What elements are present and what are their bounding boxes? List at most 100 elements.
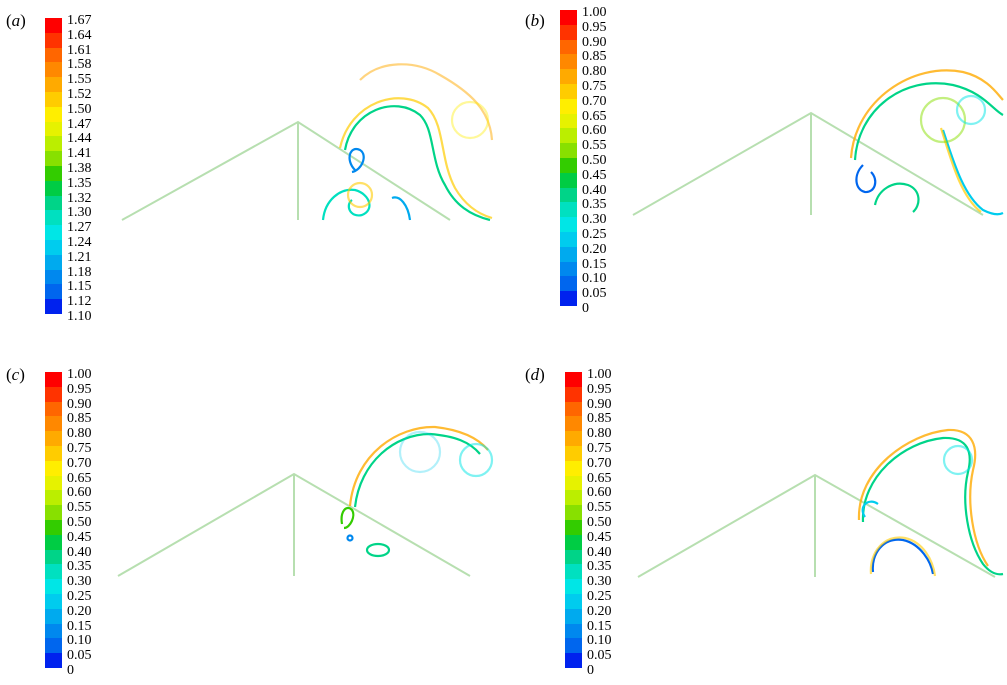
colorbar-tick-label: 0.85 bbox=[587, 411, 612, 427]
colorbar-segment bbox=[565, 623, 582, 639]
colorbar-segment bbox=[45, 210, 62, 226]
colorbar-tick-label: 1.50 bbox=[67, 101, 92, 117]
colorbar-tick-label: 0.65 bbox=[587, 470, 612, 486]
colorbar-tick-label: 1.61 bbox=[67, 42, 92, 58]
colorbar-segment bbox=[45, 62, 62, 78]
colorbar-tick-label: 1.55 bbox=[67, 72, 92, 88]
colorbar-tick-label: 0.95 bbox=[587, 381, 612, 397]
colorbar-tick-label: 0.65 bbox=[582, 108, 607, 124]
panel-label-c-letter: c bbox=[11, 365, 20, 384]
colorbar-tick-label: 0.05 bbox=[587, 648, 612, 664]
colorbar-tick-label: 0.40 bbox=[67, 544, 92, 560]
colorbar-segment bbox=[45, 284, 62, 300]
colorbar-segment bbox=[45, 431, 62, 447]
colorbar-segment bbox=[45, 490, 62, 506]
colorbar-segment bbox=[565, 579, 582, 595]
colorbar-tick-label: 1.58 bbox=[67, 57, 92, 73]
colorbar-segment bbox=[45, 92, 62, 108]
panel-b: (b) 1.00 0.95 0.90 0.85 0.80 0.75 0.70 0.65 0.60… bbox=[503, 0, 1006, 342]
colorbar-tick-label: 0.70 bbox=[582, 93, 607, 109]
colorbar-segment bbox=[565, 608, 582, 625]
colorbar-segment bbox=[45, 401, 62, 417]
colorbar-segment bbox=[565, 416, 582, 432]
colorbar-tick-label: 1.41 bbox=[67, 146, 92, 162]
colorbar-tick-label: 0.45 bbox=[67, 529, 92, 545]
colorbar-tick-label: 0.15 bbox=[587, 618, 612, 634]
colorbar-segment bbox=[45, 638, 62, 654]
colorbar-tick-label: 1.30 bbox=[67, 205, 92, 221]
colorbar-tick-label: 1.21 bbox=[67, 249, 92, 265]
colorbar-tick-label: 0.25 bbox=[582, 227, 607, 242]
colorbar-tick-label: 0.90 bbox=[587, 396, 612, 412]
colorbar-segment bbox=[565, 520, 582, 536]
colorbar-segment bbox=[45, 151, 62, 167]
colorbar-tick-label: 0.55 bbox=[587, 500, 612, 516]
structure-outline bbox=[637, 473, 996, 578]
colorbar-segment bbox=[565, 431, 582, 447]
colorbar-tick-label: 0.05 bbox=[582, 286, 607, 302]
colorbar-segment bbox=[45, 520, 62, 536]
colorbar-segment bbox=[45, 579, 62, 595]
colorbar-segment bbox=[45, 446, 62, 462]
colorbar-segment bbox=[565, 446, 582, 462]
colorbar-tick-label: 0.65 bbox=[67, 470, 92, 486]
colorbar-segment bbox=[565, 594, 582, 610]
colorbar-segment bbox=[560, 143, 577, 159]
colorbar-segment bbox=[45, 136, 62, 152]
colorbar-segment bbox=[560, 84, 577, 100]
panel-label-c: (c) bbox=[6, 365, 25, 384]
structure-outline bbox=[121, 120, 451, 221]
colorbar-tick-label: 0.80 bbox=[582, 64, 607, 80]
colorbar-tick-label: 1.00 bbox=[587, 367, 612, 382]
colorbar-segment bbox=[560, 276, 577, 292]
colorbar-tick-label: 0.80 bbox=[67, 426, 92, 442]
colorbar-segment bbox=[45, 254, 62, 271]
colorbar-tick-label: 1.12 bbox=[67, 294, 92, 310]
colorbar-segment bbox=[45, 416, 62, 432]
colorbar-segment bbox=[45, 564, 62, 580]
colorbar-segment bbox=[45, 240, 62, 256]
colorbar-tick-label: 1.00 bbox=[67, 367, 92, 382]
colorbar-tick-label: 0.35 bbox=[67, 559, 92, 575]
colorbar-tick-label: 0.10 bbox=[67, 633, 92, 649]
colorbar-tick-label: 1.00 bbox=[582, 5, 607, 20]
colorbar-segment bbox=[565, 475, 582, 491]
colorbar-tick-label: 0.10 bbox=[587, 633, 612, 649]
colorbar-tick-label: 0.80 bbox=[587, 426, 612, 442]
colorbar-tick-label: 0.45 bbox=[587, 529, 612, 545]
colorbar-segment bbox=[560, 69, 577, 85]
colorbar-tick-label: 0.40 bbox=[582, 182, 607, 198]
colorbar-segment bbox=[45, 106, 62, 123]
colorbar-segment bbox=[560, 24, 577, 41]
colorbar-tick-label: 1.10 bbox=[67, 309, 92, 324]
colorbar-segment bbox=[45, 534, 62, 551]
colorbar-segment bbox=[565, 549, 582, 565]
vortex-contours bbox=[857, 428, 1004, 577]
colorbar-segment bbox=[45, 121, 62, 137]
colorbar-segment bbox=[45, 549, 62, 565]
colorbar-tick-label: 1.15 bbox=[67, 279, 92, 295]
colorbar-segment bbox=[565, 490, 582, 506]
colorbar-segment bbox=[45, 18, 62, 34]
contour-plot-c bbox=[117, 425, 494, 577]
colorbar-tick-label: 0.15 bbox=[67, 618, 92, 634]
colorbar-segment bbox=[45, 594, 62, 610]
colorbar-segment bbox=[560, 261, 577, 277]
colorbar-tick-label: 0.90 bbox=[67, 396, 92, 412]
colorbar-segment bbox=[45, 166, 62, 182]
colorbar-tick-label: 0.40 bbox=[587, 544, 612, 560]
colorbar-segment bbox=[45, 195, 62, 211]
colorbar-tick-label: 0.20 bbox=[582, 241, 607, 257]
colorbar-tick-label: 0.35 bbox=[587, 559, 612, 575]
colorbar-tick-label: 0 bbox=[587, 663, 594, 678]
colorbar-segment bbox=[560, 187, 577, 203]
colorbar-segment bbox=[565, 505, 582, 521]
colorbar-segment bbox=[560, 291, 577, 307]
colorbar-segment bbox=[565, 460, 582, 477]
colorbar-segment bbox=[45, 32, 62, 49]
structure-outline bbox=[117, 472, 471, 577]
colorbar-segment bbox=[560, 39, 577, 55]
colorbar-tick-label: 0.50 bbox=[582, 153, 607, 168]
colorbar-tick-label: 0.90 bbox=[582, 34, 607, 50]
colorbar-tick-label: 0.60 bbox=[67, 485, 92, 501]
